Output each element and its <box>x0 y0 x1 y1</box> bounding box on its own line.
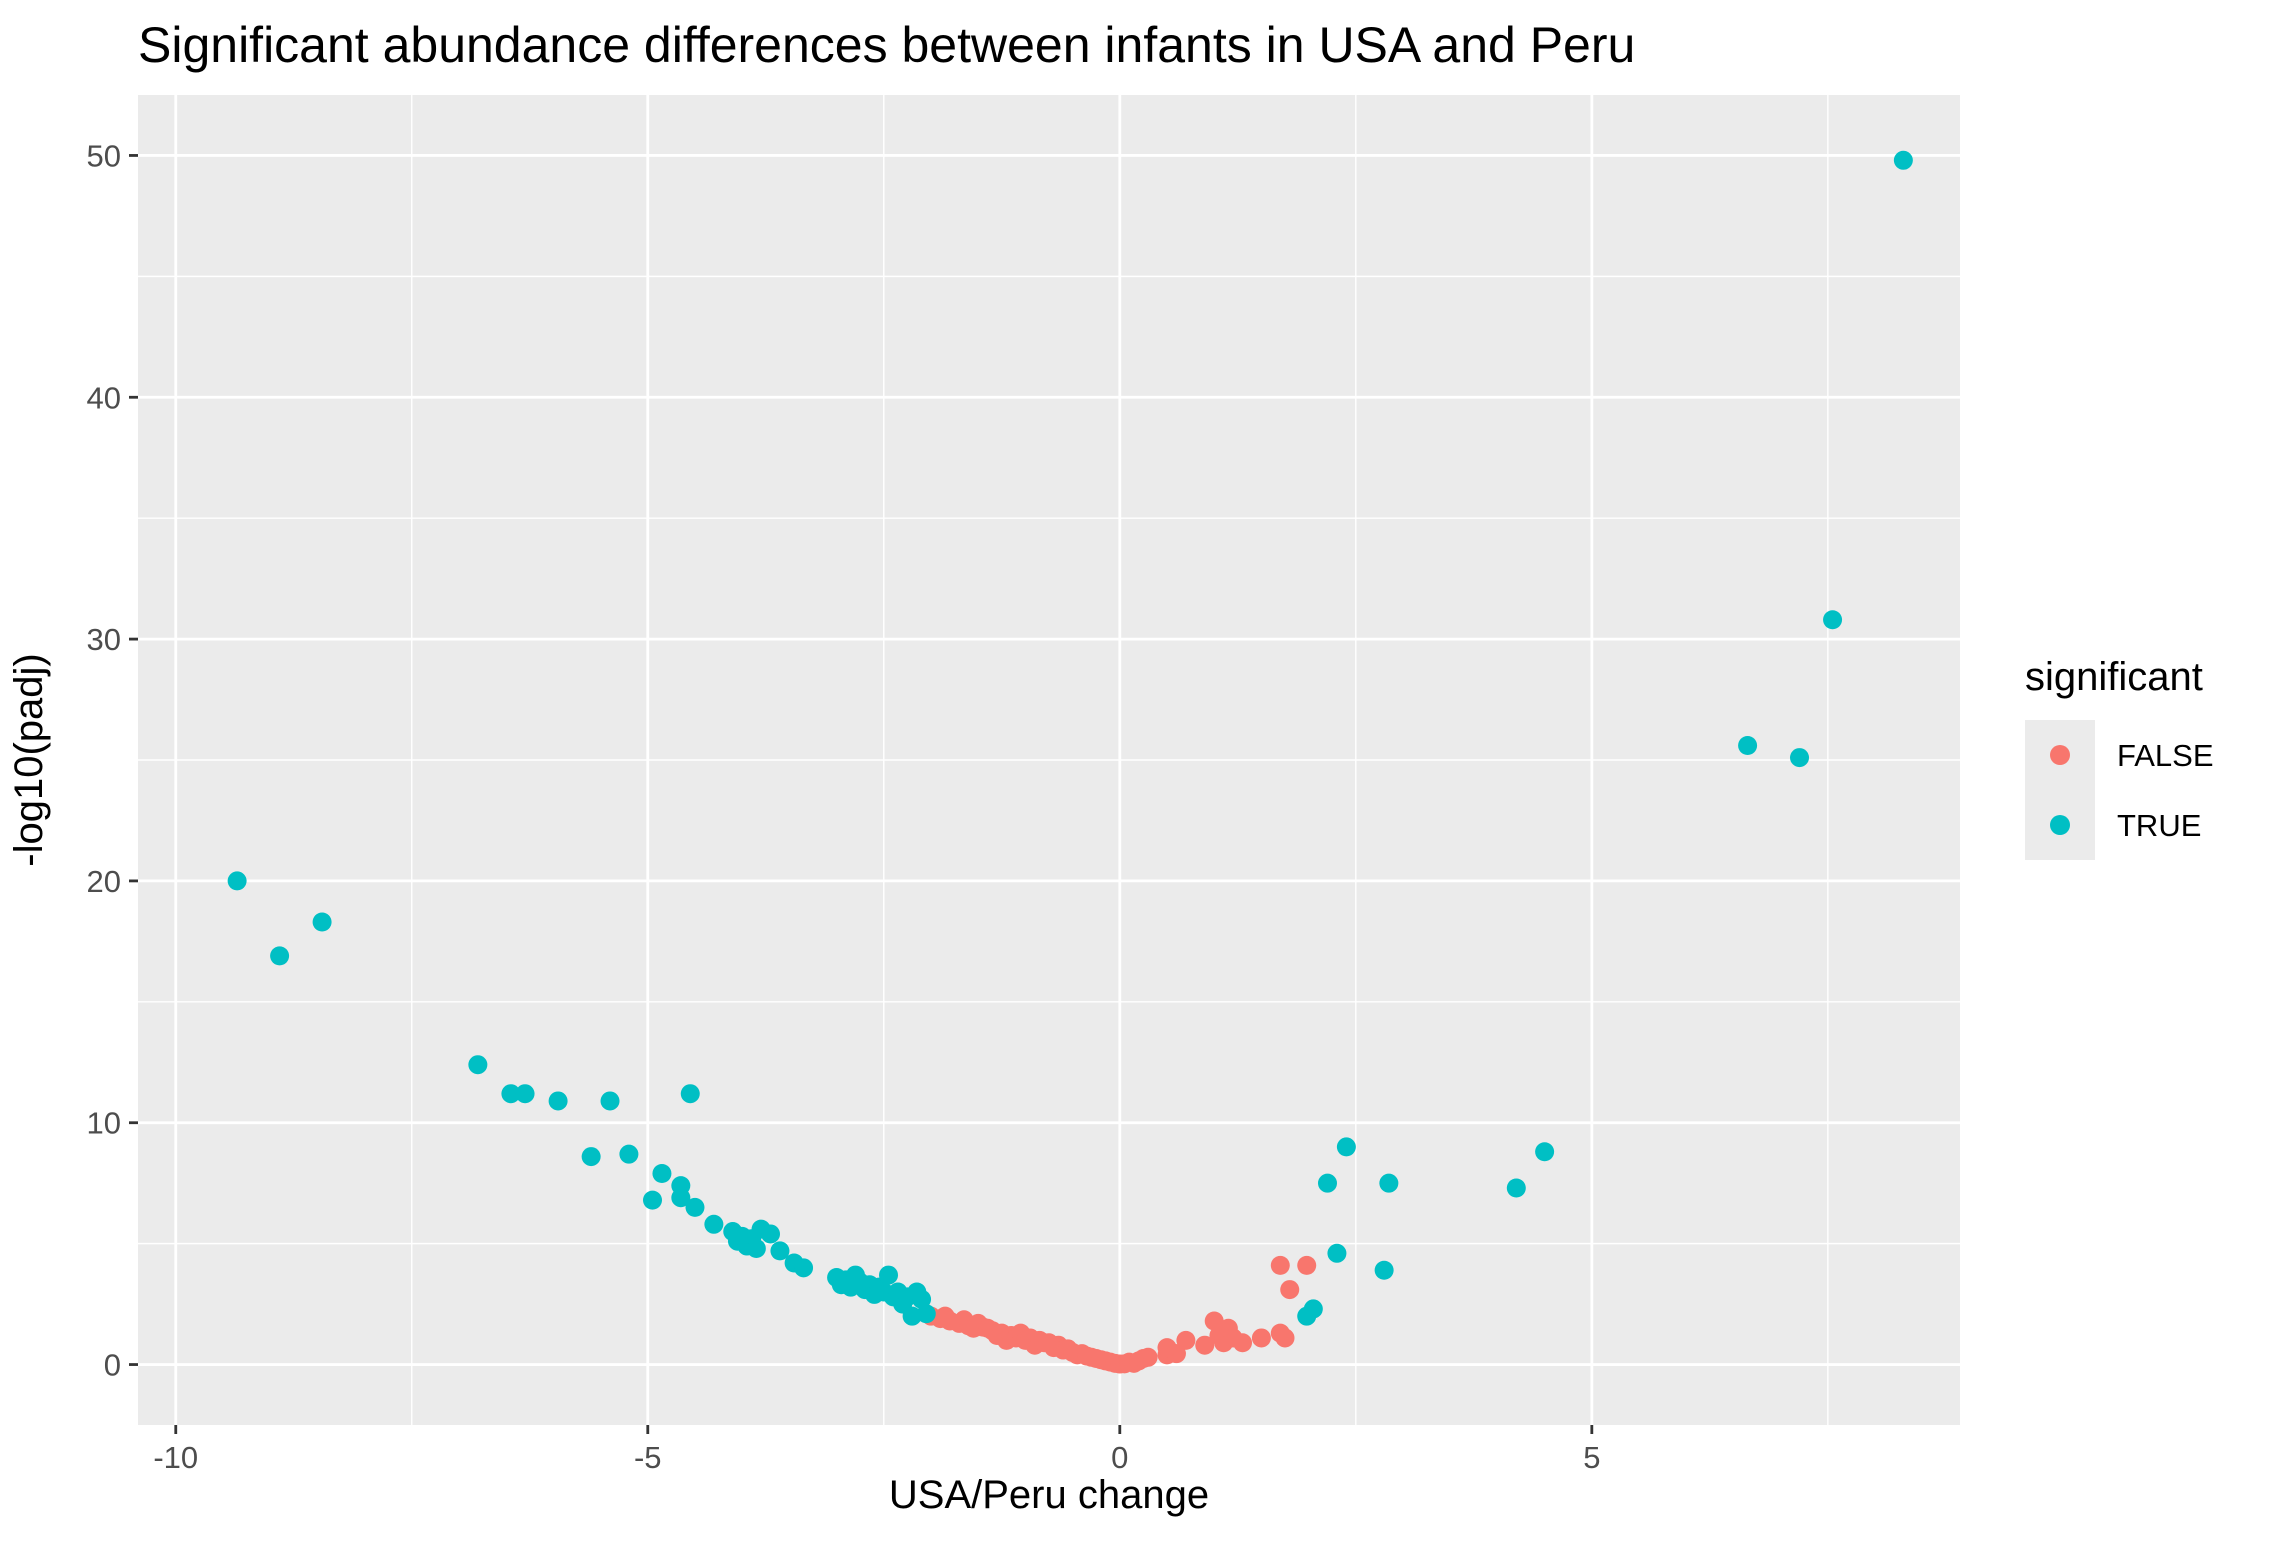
point-false-57 <box>1251 1328 1271 1348</box>
point-false-50 <box>1195 1335 1215 1355</box>
point-true-46 <box>912 1289 932 1309</box>
point-true-3 <box>468 1055 488 1075</box>
point-true-53 <box>1374 1260 1394 1280</box>
point-true-1 <box>270 946 290 966</box>
point-false-60 <box>1270 1255 1290 1275</box>
point-true-55 <box>1506 1178 1526 1198</box>
legend-key-false <box>2050 745 2070 765</box>
point-true-47 <box>916 1304 936 1324</box>
point-false-56 <box>1233 1333 1253 1353</box>
point-true-6 <box>548 1091 568 1111</box>
data-points <box>227 150 1913 1374</box>
y-tick-label-3: 30 <box>87 622 121 657</box>
x-tick-label-0: -10 <box>153 1440 198 1475</box>
point-true-15 <box>685 1197 705 1217</box>
x-axis-ticks: -10 -5 0 5 <box>153 1425 1600 1475</box>
point-true-10 <box>643 1190 663 1210</box>
point-true-16 <box>704 1214 724 1234</box>
point-false-59 <box>1275 1328 1295 1348</box>
y-tick-label-0: 0 <box>104 1348 121 1383</box>
legend-title: significant <box>2025 655 2203 699</box>
point-false-49 <box>1176 1330 1196 1350</box>
point-true-24 <box>761 1224 781 1244</box>
point-true-44 <box>902 1306 922 1326</box>
legend-label-true: TRUE <box>2117 808 2201 843</box>
point-false-62 <box>1297 1255 1317 1275</box>
point-true-54 <box>1379 1173 1399 1193</box>
point-true-9 <box>619 1144 639 1164</box>
point-true-60 <box>1893 150 1913 170</box>
point-false-44 <box>1138 1347 1158 1367</box>
x-tick-label-2: 0 <box>1111 1440 1128 1475</box>
point-true-27 <box>794 1258 814 1278</box>
point-true-57 <box>1738 735 1758 755</box>
grid-minor <box>138 95 1960 1425</box>
point-true-5 <box>515 1084 535 1104</box>
point-true-8 <box>600 1091 620 1111</box>
x-axis-title: USA/Peru change <box>889 1473 1209 1517</box>
point-true-58 <box>1790 748 1810 768</box>
point-true-13 <box>671 1188 691 1208</box>
legend: significant FALSE TRUE <box>2025 655 2214 860</box>
point-false-51 <box>1204 1311 1224 1331</box>
y-axis-ticks: 0 10 20 30 40 50 <box>87 138 138 1383</box>
y-tick-label-4: 40 <box>87 380 121 415</box>
point-true-52 <box>1336 1137 1356 1157</box>
point-true-7 <box>581 1147 601 1167</box>
point-true-25 <box>770 1241 790 1261</box>
point-true-22 <box>746 1238 766 1258</box>
point-true-59 <box>1823 610 1843 630</box>
chart-title: Significant abundance differences betwee… <box>138 17 1635 73</box>
y-axis-title: -log10(padj) <box>7 653 51 866</box>
point-true-0 <box>227 871 247 891</box>
point-false-61 <box>1280 1280 1300 1300</box>
y-tick-label-2: 20 <box>87 864 121 899</box>
legend-key-true <box>2050 815 2070 835</box>
point-true-56 <box>1535 1142 1555 1162</box>
x-tick-label-1: -5 <box>634 1440 662 1475</box>
point-true-2 <box>312 912 332 932</box>
x-tick-label-3: 5 <box>1583 1440 1600 1475</box>
point-true-39 <box>879 1265 899 1285</box>
legend-label-false: FALSE <box>2117 738 2214 773</box>
point-true-4 <box>501 1084 521 1104</box>
y-tick-label-5: 50 <box>87 138 121 173</box>
point-true-50 <box>1317 1173 1337 1193</box>
point-false-48 <box>1157 1338 1177 1358</box>
point-true-11 <box>652 1164 672 1184</box>
point-true-51 <box>1327 1243 1347 1263</box>
point-true-14 <box>680 1084 700 1104</box>
y-tick-label-1: 10 <box>87 1106 121 1141</box>
point-true-49 <box>1303 1299 1323 1319</box>
